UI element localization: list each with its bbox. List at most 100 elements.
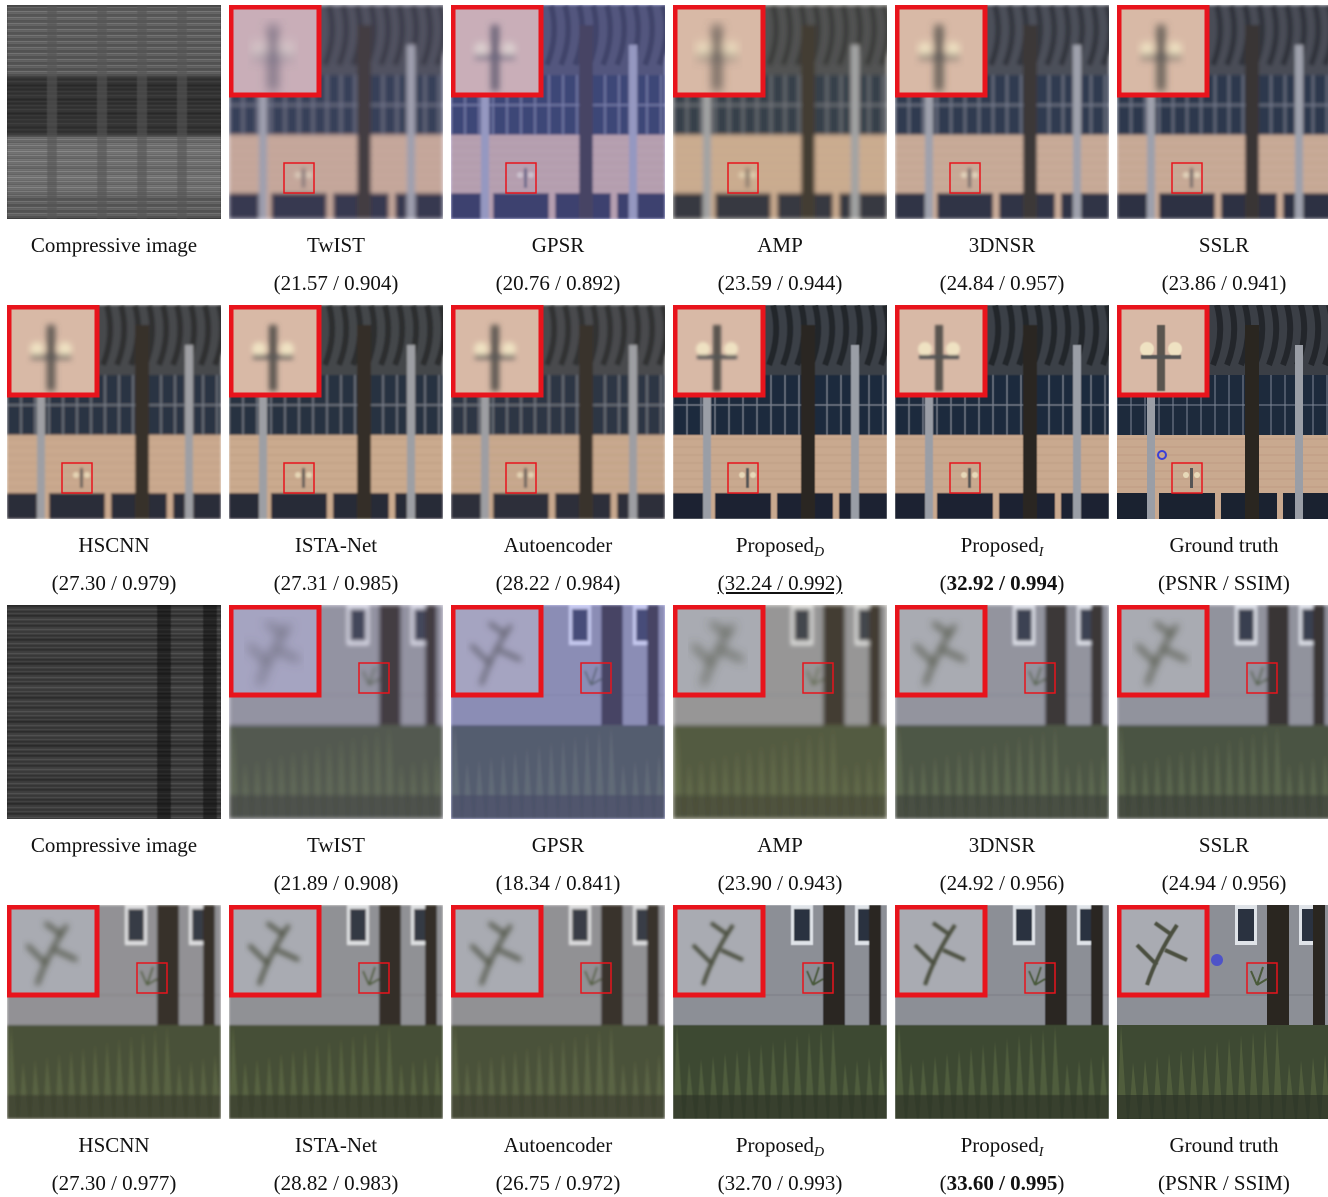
score-value: (27.30 / 0.977) <box>51 1171 177 1195</box>
score-best: 32.92 / 0.994 <box>946 571 1058 595</box>
score-value: (20.76 / 0.892) <box>495 271 621 295</box>
method-label: ProposedI <box>895 1133 1109 1160</box>
score-psnr-ssim: (20.76 / 0.892) <box>451 271 665 297</box>
caption-compressive: Compressive image <box>7 233 221 259</box>
image-canvas <box>895 905 1109 1119</box>
image-3dnsr-building <box>895 5 1109 219</box>
caption-twist: TwIST (21.57 / 0.904) <box>229 233 443 297</box>
image-canvas <box>673 905 887 1119</box>
caption-proposed-d: ProposedD (32.70 / 0.993) <box>673 1133 887 1197</box>
image-canvas <box>229 5 443 219</box>
image-amp-garden <box>673 605 887 819</box>
image-canvas <box>229 905 443 1119</box>
method-subscript: I <box>1038 1145 1044 1160</box>
score-psnr-ssim: (21.89 / 0.908) <box>229 871 443 897</box>
image-canvas <box>895 305 1109 519</box>
caption-amp: AMP (23.59 / 0.944) <box>673 233 887 297</box>
score-psnr-ssim: (33.60 / 0.995) <box>895 1171 1109 1197</box>
score-value: (32.70 / 0.993) <box>717 1171 843 1195</box>
method-name: GPSR <box>531 233 585 257</box>
score-psnr-ssim: (24.94 / 0.956) <box>1117 871 1328 897</box>
caption-hscnn: HSCNN (27.30 / 0.979) <box>7 533 221 597</box>
image-canvas <box>895 605 1109 819</box>
image-ista-net-building <box>229 305 443 519</box>
method-label: GPSR <box>451 233 665 259</box>
method-label: ProposedI <box>895 533 1109 560</box>
image-sslr-garden <box>1117 605 1328 819</box>
image-ista-net-garden <box>229 905 443 1119</box>
score-psnr-ssim: (27.31 / 0.985) <box>229 571 443 597</box>
image-canvas <box>229 605 443 819</box>
score-value: (21.57 / 0.904) <box>273 271 399 295</box>
score-value: (27.31 / 0.985) <box>273 571 399 595</box>
image-canvas <box>1117 5 1328 219</box>
caption-3dnsr: 3DNSR (24.92 / 0.956) <box>895 833 1109 897</box>
caption-gpsr: GPSR (20.76 / 0.892) <box>451 233 665 297</box>
method-name: TwIST <box>306 833 366 857</box>
method-label: Autoencoder <box>451 1133 665 1159</box>
caption-hscnn: HSCNN (27.30 / 0.977) <box>7 1133 221 1197</box>
image-canvas <box>1117 305 1328 519</box>
caption-sslr: SSLR (23.86 / 0.941) <box>1117 233 1328 297</box>
score-value: (23.59 / 0.944) <box>717 271 843 295</box>
caption-amp: AMP (23.90 / 0.943) <box>673 833 887 897</box>
image-ground-truth-building <box>1117 305 1328 519</box>
score-value: (26.75 / 0.972) <box>495 1171 621 1195</box>
score-psnr-ssim: (PSNR / SSIM) <box>1117 571 1328 597</box>
caption-ground-truth: Ground truth (PSNR / SSIM) <box>1117 533 1328 597</box>
score-psnr-ssim: (28.82 / 0.983) <box>229 1171 443 1197</box>
method-name: TwIST <box>306 233 366 257</box>
method-name: Autoencoder <box>503 1133 613 1157</box>
method-name: ISTA-Net <box>294 1133 378 1157</box>
image-canvas <box>1117 905 1328 1119</box>
score-psnr-ssim: (32.24 / 0.992) <box>673 571 887 597</box>
image-3dnsr-garden <box>895 605 1109 819</box>
caption-sslr: SSLR (24.94 / 0.956) <box>1117 833 1328 897</box>
method-subscript: D <box>814 1145 825 1160</box>
score-psnr-ssim: (24.92 / 0.956) <box>895 871 1109 897</box>
method-name: Ground truth <box>1169 1133 1279 1157</box>
method-label: Compressive image <box>7 233 221 259</box>
caption-gpsr: GPSR (18.34 / 0.841) <box>451 833 665 897</box>
image-twist-garden <box>229 605 443 819</box>
score-value: (23.90 / 0.943) <box>717 871 843 895</box>
caption-proposed-i: ProposedI (32.92 / 0.994) <box>895 533 1109 597</box>
method-name: AMP <box>757 833 803 857</box>
caption-ground-truth: Ground truth (PSNR / SSIM) <box>1117 1133 1328 1197</box>
method-label: 3DNSR <box>895 833 1109 859</box>
method-name: Autoencoder <box>503 533 613 557</box>
method-label: ISTA-Net <box>229 1133 443 1159</box>
image-amp-building <box>673 5 887 219</box>
method-name: Compressive image <box>30 233 198 257</box>
image-gpsr-building <box>451 5 665 219</box>
caption-compressive: Compressive image <box>7 833 221 859</box>
score-psnr-ssim: (23.59 / 0.944) <box>673 271 887 297</box>
score-psnr-ssim: (26.75 / 0.972) <box>451 1171 665 1197</box>
image-canvas <box>451 905 665 1119</box>
method-label: Ground truth <box>1117 1133 1328 1159</box>
score-psnr-ssim: (21.57 / 0.904) <box>229 271 443 297</box>
caption-ista-net: ISTA-Net (27.31 / 0.985) <box>229 533 443 597</box>
caption-3dnsr: 3DNSR (24.84 / 0.957) <box>895 233 1109 297</box>
method-name: SSLR <box>1198 233 1250 257</box>
image-canvas <box>229 305 443 519</box>
image-canvas <box>451 605 665 819</box>
method-name: Proposed <box>735 533 815 557</box>
caption-ista-net: ISTA-Net (28.82 / 0.983) <box>229 1133 443 1197</box>
method-label: AMP <box>673 233 887 259</box>
method-name: AMP <box>757 233 803 257</box>
score-psnr-ssim: (23.86 / 0.941) <box>1117 271 1328 297</box>
method-label: 3DNSR <box>895 233 1109 259</box>
method-name: ISTA-Net <box>294 533 378 557</box>
paren-open: ( <box>939 1171 947 1195</box>
image-autoencoder-building <box>451 305 665 519</box>
method-name: 3DNSR <box>968 233 1036 257</box>
method-label: ProposedD <box>673 533 887 560</box>
caption-proposed-d: ProposedD (32.24 / 0.992) <box>673 533 887 597</box>
score-psnr-ssim: (PSNR / SSIM) <box>1117 1171 1328 1197</box>
image-canvas <box>895 5 1109 219</box>
score-psnr-ssim: (32.92 / 0.994) <box>895 571 1109 597</box>
paren-open: ( <box>939 571 947 595</box>
image-compressive-building <box>7 5 221 219</box>
image-proposed-d-building <box>673 305 887 519</box>
